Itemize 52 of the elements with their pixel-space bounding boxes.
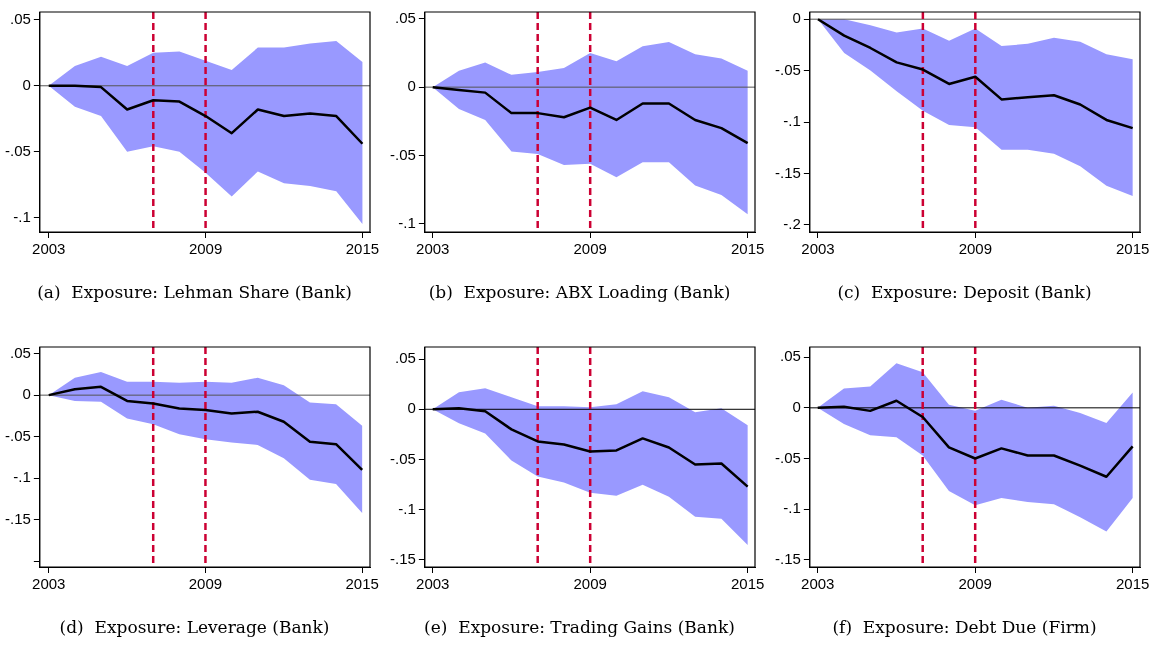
x-tick-label: 2015 (730, 240, 765, 258)
x-tick-label: 2009 (188, 575, 223, 593)
text: (e) Exposure: Trading Gains (Bank) (423, 617, 736, 637)
text: (c) Exposure: Deposit (Bank) (836, 282, 1093, 302)
y-tick-label: .05 (394, 8, 416, 26)
y-tick-label: -.1 (398, 213, 416, 231)
y-tick-label: -.05 (4, 426, 31, 444)
y-tick-label: 0 (22, 385, 31, 403)
y-tick-label: -.05 (389, 449, 416, 467)
x-tick-label: 2003 (801, 240, 835, 258)
y-tick-label: -.05 (4, 141, 31, 159)
x-tick-label: 2009 (573, 575, 607, 593)
y-tick-label: -.1 (13, 207, 31, 225)
text: (a) Exposure: Lehman Share (Bank) (36, 282, 353, 302)
x-tick-label: 2003 (416, 575, 450, 593)
y-tick-label: -.1 (398, 499, 416, 517)
y-tick-label: -.2 (783, 214, 801, 232)
y-tick-label: .05 (394, 349, 416, 367)
y-tick-label: .05 (9, 343, 31, 361)
x-tick-label: 2003 (416, 240, 450, 258)
x-tick-label: 2009 (958, 575, 992, 593)
y-tick-label: -.1 (13, 468, 31, 486)
y-tick-label: -.05 (774, 60, 801, 78)
x-tick-label: 2015 (345, 240, 380, 258)
y-tick-label: 0 (407, 77, 416, 95)
y-tick-label: -.1 (783, 499, 801, 517)
x-tick-label: 2015 (1115, 240, 1150, 258)
y-tick-label: -.15 (389, 550, 416, 568)
y-tick-label: -.05 (389, 145, 416, 163)
text: (b) Exposure: ABX Loading (Bank) (427, 282, 732, 302)
x-tick-label: 2003 (32, 575, 66, 593)
y-tick-label: .05 (779, 347, 801, 365)
x-tick-label: 2009 (958, 240, 992, 258)
y-tick-label: -.05 (774, 448, 801, 466)
x-tick-label: 2003 (801, 575, 835, 593)
y-tick-label: .05 (9, 10, 31, 28)
y-tick-label: 0 (22, 75, 31, 93)
text: (d) Exposure: Leverage (Bank) (58, 617, 331, 637)
y-tick-label: 0 (792, 9, 801, 27)
y-tick-label: -.15 (774, 163, 801, 181)
x-tick-label: 2015 (730, 575, 765, 593)
x-tick-label: 2003 (32, 240, 66, 258)
y-tick-label: -.15 (774, 550, 801, 568)
y-tick-label: 0 (407, 399, 416, 417)
x-tick-label: 2009 (573, 240, 607, 258)
x-tick-label: 2009 (188, 240, 223, 258)
y-tick-label: -.15 (4, 509, 31, 527)
y-tick-label: 0 (792, 397, 801, 415)
x-tick-label: 2015 (345, 575, 379, 593)
x-tick-label: 2015 (1115, 575, 1150, 593)
text: (f) Exposure: Debt Due (Firm) (831, 617, 1098, 637)
y-tick-label: -.1 (783, 112, 801, 130)
